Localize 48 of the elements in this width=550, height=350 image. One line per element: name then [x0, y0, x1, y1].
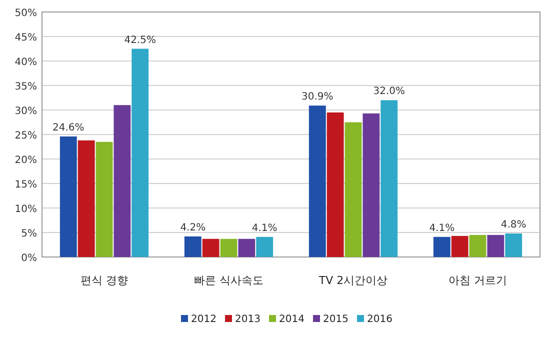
x-tick-label: 아침 거르기	[448, 274, 507, 287]
x-tick-label: 빠른 식사속도	[194, 274, 264, 287]
bar	[132, 48, 149, 257]
x-tick-label: 편식 경향	[80, 274, 128, 287]
legend-label: 2012	[191, 314, 216, 325]
data-label: 30.9%	[302, 92, 334, 103]
bar	[451, 236, 468, 257]
bar	[380, 100, 398, 257]
data-label: 24.6%	[52, 122, 84, 134]
data-label: 4.1%	[252, 222, 278, 234]
y-tick-label: 45%	[14, 32, 37, 44]
legend-label: 2014	[279, 314, 304, 325]
legend-label: 2016	[367, 314, 392, 325]
bar	[433, 236, 450, 257]
legend-label: 2013	[235, 314, 260, 325]
bar	[308, 106, 326, 257]
y-tick-label: 30%	[14, 106, 37, 117]
bar	[238, 238, 256, 257]
y-tick-label: 0%	[21, 253, 37, 264]
bar	[96, 142, 113, 257]
bar	[487, 234, 504, 257]
bar	[326, 112, 344, 257]
bar	[114, 105, 131, 257]
bar	[344, 122, 362, 257]
y-tick-label: 20%	[14, 155, 37, 166]
data-label: 4.1%	[429, 222, 455, 234]
data-label: 42.5%	[124, 34, 156, 46]
bar	[362, 113, 380, 257]
y-tick-label: 50%	[14, 8, 37, 19]
data-label: 4.2%	[180, 222, 206, 234]
data-label: 4.8%	[500, 219, 526, 230]
bar	[505, 233, 522, 257]
y-tick-label: 35%	[14, 82, 37, 92]
bar	[60, 136, 77, 257]
bar	[202, 238, 220, 257]
y-tick-label: 10%	[14, 204, 37, 215]
y-tick-label: 40%	[14, 57, 37, 68]
y-tick-label: 25%	[14, 130, 37, 142]
bar	[256, 236, 274, 257]
bar	[78, 140, 95, 257]
data-label: 32.0%	[373, 86, 405, 98]
y-tick-label: 15%	[14, 180, 37, 190]
bar	[184, 236, 202, 257]
y-tick-label: 5%	[21, 228, 37, 240]
bar	[220, 238, 238, 257]
x-tick-label: TV 2시간이상	[318, 274, 388, 287]
bar	[469, 234, 486, 257]
legend-label: 2015	[323, 314, 348, 325]
